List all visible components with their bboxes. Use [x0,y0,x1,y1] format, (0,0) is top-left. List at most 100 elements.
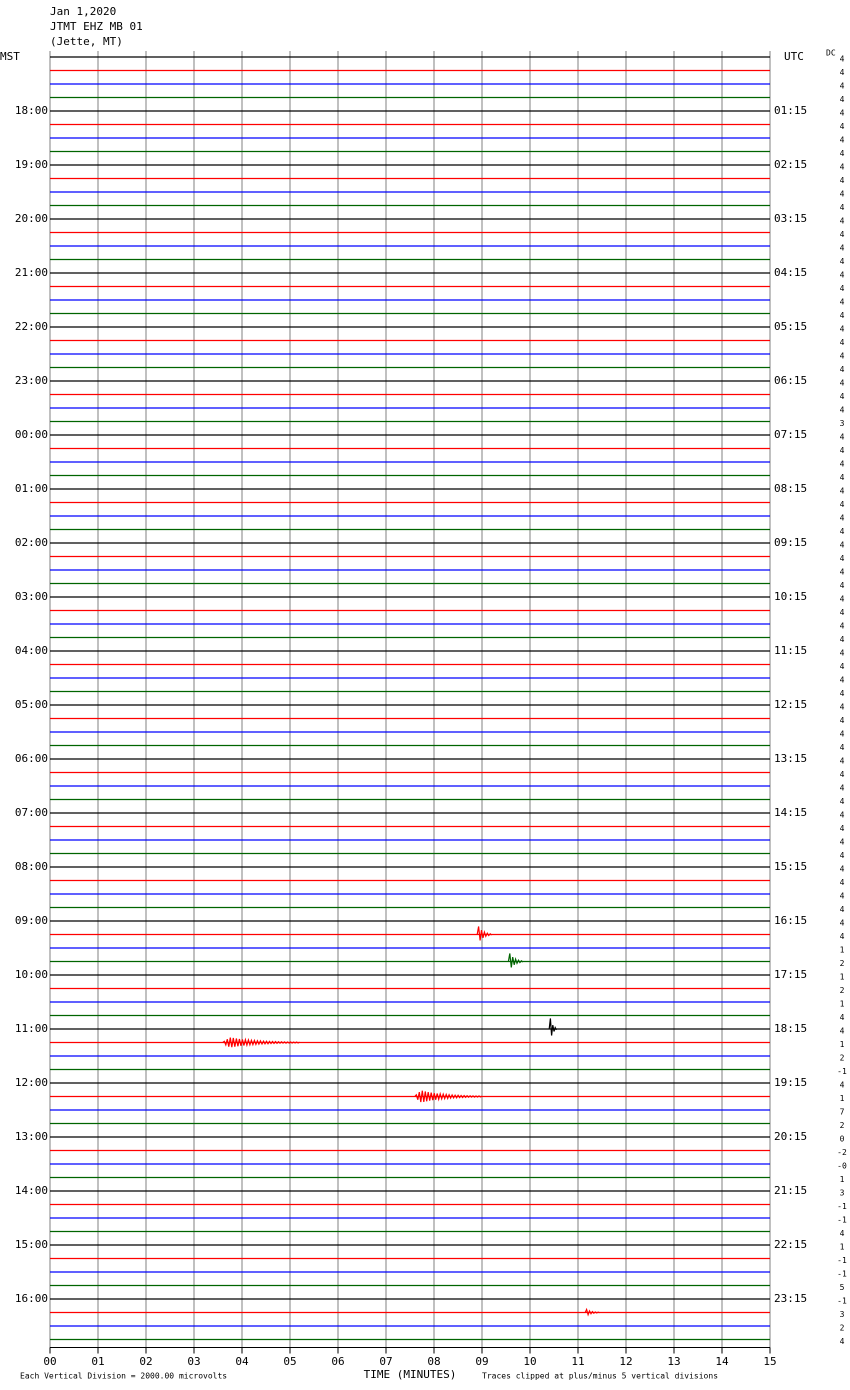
dc-offset: 4 [840,770,845,779]
dc-offset: 4 [840,392,845,401]
seismic-event [548,1018,557,1036]
dc-offset: 4 [840,554,845,563]
dc-offset: 4 [840,811,845,820]
dc-offset: 4 [840,824,845,833]
dc-offset: 4 [840,730,845,739]
dc-offset: 4 [840,230,845,239]
dc-offset: 4 [840,190,845,199]
dc-offset: 4 [840,352,845,361]
dc-offset: 4 [840,298,845,307]
location: (Jette, MT) [50,35,123,48]
utc-label: 16:15 [774,914,807,927]
dc-offset: -2 [837,1148,847,1157]
dc-offset: 4 [840,865,845,874]
dc-offset: 4 [840,622,845,631]
dc-offset: 4 [840,838,845,847]
dc-offset: 4 [840,271,845,280]
utc-label: 04:15 [774,266,807,279]
dc-offset: 1 [840,1175,845,1184]
mst-label: 09:00 [15,914,48,927]
dc-offset: 1 [840,1094,845,1103]
dc-offset: 4 [840,257,845,266]
dc-offset: 4 [840,662,845,671]
dc-offset: 4 [840,1013,845,1022]
mst-label: 10:00 [15,968,48,981]
mst-label: 22:00 [15,320,48,333]
x-tick-label: 04 [235,1355,249,1368]
dc-offset: 4 [840,55,845,64]
dc-offset: 4 [840,68,845,77]
dc-offset: 3 [840,1189,845,1198]
mst-label: 12:00 [15,1076,48,1089]
dc-offset: 1 [840,1243,845,1252]
dc-offset: 4 [840,541,845,550]
utc-label: 06:15 [774,374,807,387]
dc-offset: 4 [840,892,845,901]
utc-label: 20:15 [774,1130,807,1143]
mst-label: 13:00 [15,1130,48,1143]
mst-label: 01:00 [15,482,48,495]
dc-offset: 4 [840,581,845,590]
dc-offset: 4 [840,163,845,172]
mst-label: 20:00 [15,212,48,225]
mst-label: 23:00 [15,374,48,387]
mst-label: 15:00 [15,1238,48,1251]
utc-label: 19:15 [774,1076,807,1089]
dc-offset: 4 [840,689,845,698]
dc-offset: 4 [840,743,845,752]
seismic-event [476,926,492,941]
dc-offset: 4 [840,878,845,887]
dc-offset: 4 [840,244,845,253]
dc-offset: 4 [840,284,845,293]
mst-label: 07:00 [15,806,48,819]
dc-offset: 4 [840,433,845,442]
utc-label: 01:15 [774,104,807,117]
dc-offset: 4 [840,932,845,941]
x-tick-label: 15 [763,1355,776,1368]
seismic-event [414,1090,483,1103]
dc-offset: -0 [837,1162,847,1171]
dc-offset: 4 [840,473,845,482]
dc-offset: 2 [840,986,845,995]
dc-offset: 4 [840,217,845,226]
dc-offset: 4 [840,1337,845,1346]
dc-offset: 7 [840,1108,845,1117]
dc-offset: 4 [840,109,845,118]
dc-offset: 2 [840,1324,845,1333]
seismic-event [584,1307,600,1317]
utc-label: 23:15 [774,1292,807,1305]
dc-offset: 4 [840,595,845,604]
dc-offset: -1 [837,1256,847,1265]
seismic-event [507,953,524,968]
x-tick-label: 00 [43,1355,56,1368]
dc-offset: 4 [840,338,845,347]
dc-offset: 2 [840,959,845,968]
mst-label: 14:00 [15,1184,48,1197]
dc-offset: 4 [840,905,845,914]
dc-offset: 3 [840,419,845,428]
dc-offset: 4 [840,703,845,712]
dc-offset: 4 [840,1081,845,1090]
mst-label: 03:00 [15,590,48,603]
dc-offset: 4 [840,527,845,536]
dc-offset: 4 [840,1027,845,1036]
mst-label: 19:00 [15,158,48,171]
dc-offset: 4 [840,365,845,374]
utc-label: 21:15 [774,1184,807,1197]
mst-label: 04:00 [15,644,48,657]
dc-offset: 4 [840,487,845,496]
dc-offset: 1 [840,1040,845,1049]
dc-offset: 1 [840,973,845,982]
dc-offset: 4 [840,460,845,469]
footer-right: Traces clipped at plus/minus 5 vertical … [482,1372,718,1381]
seismic-event [222,1037,300,1048]
dc-offset: 4 [840,95,845,104]
dc-offset: 4 [840,568,845,577]
x-tick-label: 12 [619,1355,632,1368]
mst-label: 02:00 [15,536,48,549]
x-tick-label: 11 [571,1355,584,1368]
mst-label: 08:00 [15,860,48,873]
dc-offset: 4 [840,325,845,334]
x-tick-label: 02 [139,1355,152,1368]
x-tick-label: 13 [667,1355,680,1368]
